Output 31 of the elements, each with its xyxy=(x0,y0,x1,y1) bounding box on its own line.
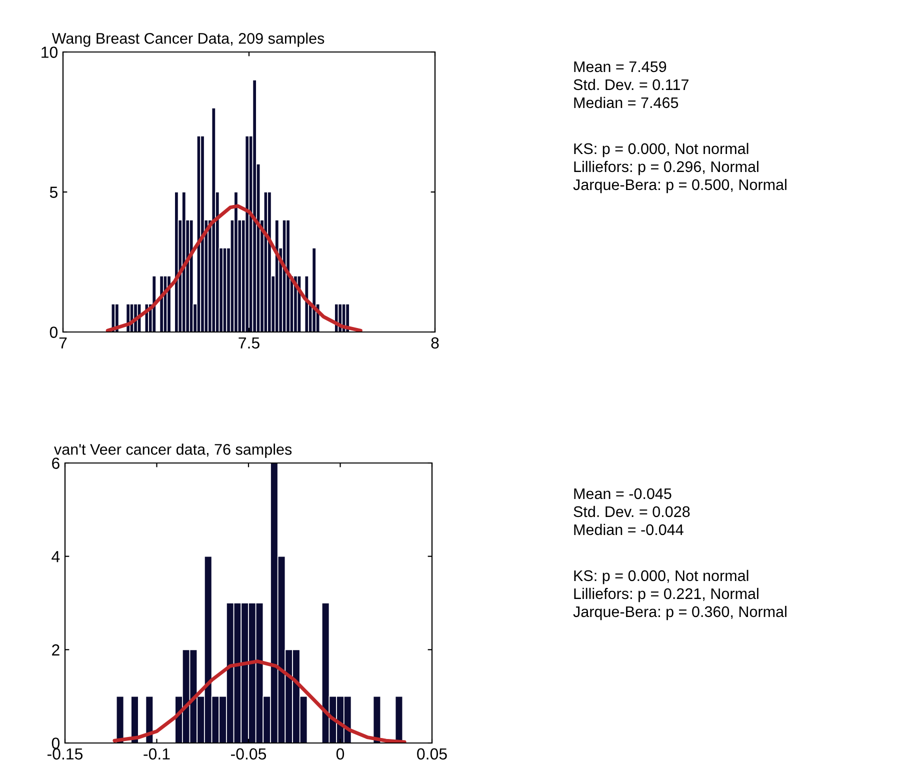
y-tick-label: 6 xyxy=(52,458,60,469)
text: Std. Dev. = 0.028 xyxy=(574,506,690,518)
y-tick-label: 10 xyxy=(42,46,58,58)
text: Jarque-Bera: p = 0.360, Normal xyxy=(573,606,786,620)
x-tick-label: 0.05 xyxy=(417,748,447,760)
text: Median = -0.044 xyxy=(574,524,684,536)
y-tick-label: 5 xyxy=(50,186,58,198)
chart-title: Wang Breast Cancer Data, 209 samples xyxy=(52,32,324,47)
x-tick-label: 7.5 xyxy=(238,337,260,349)
y-tick-label: 2 xyxy=(52,644,60,656)
line-series xyxy=(112,660,406,743)
text: Mean = -0.045 xyxy=(574,488,672,500)
chart-title: van't Veer cancer data, 76 samples xyxy=(54,444,292,458)
text: Std. Dev. = 0.117 xyxy=(574,78,688,90)
x-tick-label: 8 xyxy=(431,337,439,349)
text: KS: p = 0.000, Not normal xyxy=(574,142,748,158)
y-tick-label: 0 xyxy=(52,738,60,749)
text: KS: p = 0.000, Not normal xyxy=(574,570,748,584)
y-tick-label: 4 xyxy=(52,551,60,562)
text: Jarque-Bera: p = 0.500, Normal xyxy=(573,178,786,194)
text: Lilliefors: p = 0.296, Normal xyxy=(574,160,758,176)
x-tick-label: -0.15 xyxy=(48,748,83,760)
x-tick-label: -0.05 xyxy=(231,748,266,760)
x-tick-label: 7 xyxy=(59,337,67,348)
x-tick-label: -0.1 xyxy=(144,748,170,760)
text: Lilliefors: p = 0.221, Normal xyxy=(574,588,758,602)
line-series xyxy=(106,204,362,332)
x-tick-label: 0 xyxy=(336,748,344,760)
y-tick-label: 0 xyxy=(50,326,58,338)
text: Mean = 7.459 xyxy=(574,61,666,72)
text: Median = 7.465 xyxy=(574,96,678,108)
